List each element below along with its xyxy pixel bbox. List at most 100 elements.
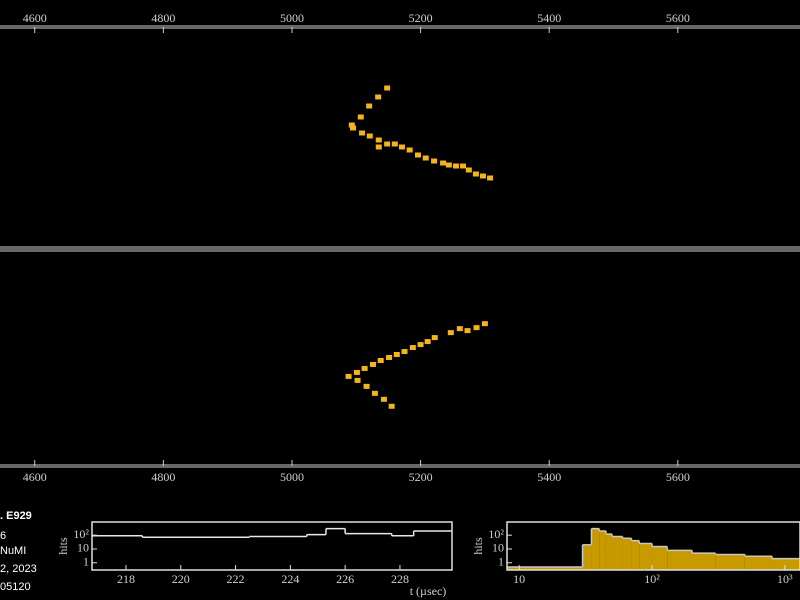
bin-fill <box>605 534 613 570</box>
x-tick-label: 5200 <box>409 11 433 25</box>
x-tick-label: 5400 <box>537 11 561 25</box>
hit <box>398 144 405 150</box>
hit <box>406 147 413 153</box>
hit <box>481 321 488 327</box>
plot-frame <box>506 521 800 571</box>
y-tick-label: 1 <box>83 555 89 569</box>
bin-fill <box>582 544 592 570</box>
bin-fill <box>692 553 716 570</box>
x-tick-label: 5000 <box>280 470 304 484</box>
x-tick-label: 4600 <box>23 11 47 25</box>
hit <box>472 171 479 177</box>
hit <box>431 335 438 341</box>
x-tick-label: 218 <box>117 572 135 586</box>
bin-fill <box>631 540 640 570</box>
x-tick-label: 10² <box>644 572 660 586</box>
info-line: 05120 <box>0 581 31 593</box>
hit <box>447 330 454 336</box>
hit <box>369 361 376 367</box>
hit <box>388 403 395 409</box>
y-axis-label: hits <box>471 537 485 555</box>
bin-fill <box>507 566 583 570</box>
bin-fill <box>612 536 623 570</box>
x-tick-label: 222 <box>227 572 245 586</box>
bin-fill <box>622 538 632 570</box>
y-tick-label: 1 <box>498 555 504 569</box>
hit <box>422 155 429 161</box>
hit <box>384 141 391 147</box>
hit <box>348 122 355 128</box>
y-tick-label: 10² <box>73 527 89 541</box>
hit <box>409 345 416 351</box>
y-tick-label: 10 <box>492 541 504 555</box>
hit <box>380 396 387 402</box>
x-tick-label: 220 <box>172 572 190 586</box>
hit <box>431 158 438 164</box>
hit <box>375 137 382 143</box>
bin-fill <box>744 556 772 570</box>
info-line: 2, 2023 <box>0 563 37 575</box>
hit <box>386 355 393 361</box>
hit <box>359 130 366 136</box>
hit <box>363 383 370 389</box>
bin-fill <box>715 554 745 570</box>
hit <box>393 352 400 358</box>
x-tick-label: 4800 <box>151 11 175 25</box>
hit <box>345 373 352 379</box>
hit <box>417 342 424 348</box>
hit <box>366 133 373 139</box>
hit <box>460 163 467 169</box>
hit <box>415 152 422 158</box>
y-tick-label: 10 <box>77 541 89 555</box>
hit <box>350 125 357 131</box>
bin-fill <box>652 546 668 570</box>
hit <box>456 326 463 332</box>
info-line: NuMI <box>0 545 26 557</box>
hit <box>487 175 494 181</box>
hit <box>375 94 382 100</box>
x-tick-label: 5200 <box>409 470 433 484</box>
hit <box>473 325 480 331</box>
plot-frame <box>91 521 453 571</box>
hit <box>440 160 447 166</box>
hit <box>464 328 471 334</box>
x-tick-label: 4800 <box>151 470 175 484</box>
hit <box>384 85 391 91</box>
bin-fill <box>599 531 606 570</box>
hit <box>452 163 459 169</box>
x-tick-label: 224 <box>281 572 299 586</box>
hit <box>401 349 408 355</box>
bin-fill <box>639 543 653 570</box>
info-line: . E929 <box>0 510 32 522</box>
x-tick-label: 226 <box>336 572 354 586</box>
x-tick-label: 5600 <box>666 11 690 25</box>
x-tick-label: 228 <box>391 572 409 586</box>
info-line: 6 <box>0 530 6 542</box>
hit <box>424 339 431 345</box>
y-axis-label: hits <box>56 537 70 555</box>
x-tick-label: 4600 <box>23 470 47 484</box>
hit <box>361 365 368 371</box>
x-tick-label: 5000 <box>280 11 304 25</box>
hit <box>377 357 384 363</box>
bin-fill <box>591 528 600 570</box>
y-tick-label: 10² <box>488 527 504 541</box>
x-tick-label: 10 <box>513 572 525 586</box>
hit <box>465 167 472 173</box>
hit <box>479 173 486 179</box>
hit <box>366 103 373 109</box>
bin-fill <box>771 558 800 570</box>
x-tick-label: 5400 <box>537 470 561 484</box>
hit <box>353 369 360 375</box>
hit <box>354 377 361 383</box>
hit <box>371 390 378 396</box>
hit <box>445 162 452 168</box>
hit <box>375 144 382 150</box>
bin-fill <box>667 550 693 570</box>
hit <box>391 141 398 147</box>
x-tick-label: 10³ <box>777 572 793 586</box>
x-tick-label: 5600 <box>666 470 690 484</box>
